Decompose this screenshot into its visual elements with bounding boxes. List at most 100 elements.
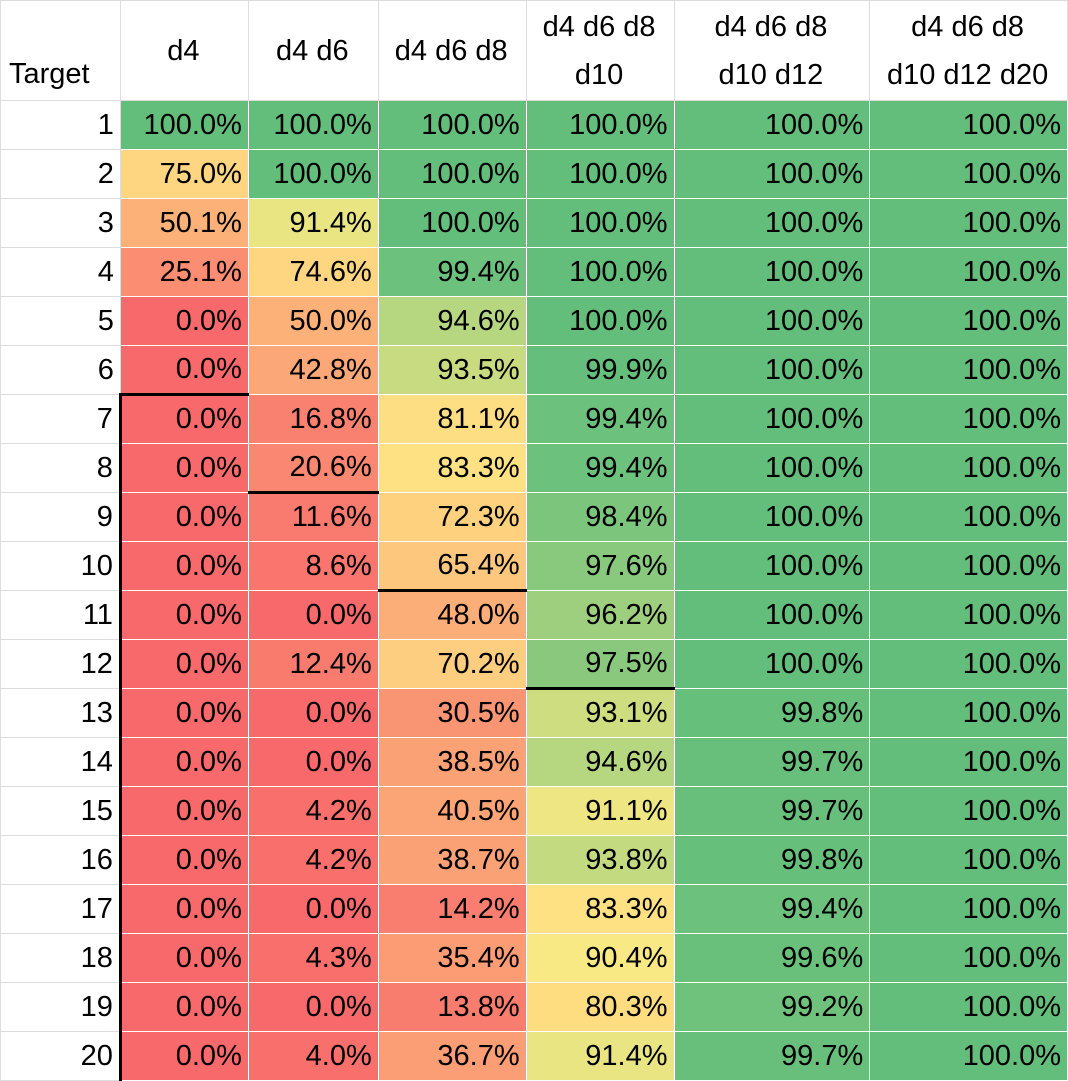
heatmap-cell: 100.0% [869,639,1068,689]
heatmap-cell: 99.7% [674,786,870,836]
heatmap-cell: 100.0% [120,100,249,150]
heatmap-cell: 100.0% [869,884,1068,934]
corner-header-target: Target [0,0,121,101]
row-label-target: 11 [0,590,121,640]
heatmap-cell: 80.3% [526,982,675,1032]
row-label-target: 13 [0,688,121,738]
heatmap-cell: 0.0% [118,393,249,444]
heatmap-cell: 93.5% [378,345,527,395]
heatmap-cell: 48.0% [378,589,527,640]
row-label-target: 6 [0,345,121,395]
heatmap-row: 13 0.0% 0.0% 30.5% 93.1% 99.8% 100.0% [0,687,1068,738]
heatmap-cell: 99.7% [674,1031,870,1081]
heatmap-row: 6 0.0% 42.8% 93.5% 99.9% 100.0% 100.0% [0,345,1068,395]
column-header-3: d4 d6 d8 d10 [525,0,675,101]
heatmap-row: 11 0.0% 0.0% 48.0% 96.2% 100.0% 100.0% [0,589,1068,640]
heatmap-cell: 100.0% [526,149,675,199]
heatmap-cell: 100.0% [674,345,870,395]
heatmap-row: 16 0.0% 4.2% 38.7% 93.8% 99.8% 100.0% [0,835,1068,885]
row-label-target: 19 [0,982,121,1032]
heatmap-cell: 4.0% [248,1031,379,1081]
heatmap-cell: 0.0% [118,884,249,934]
heatmap-cell: 100.0% [526,100,675,150]
column-header-4: d4 d6 d8 d10 d12 [673,0,871,101]
row-label-target: 1 [0,100,121,150]
heatmap-row: 12 0.0% 12.4% 70.2% 97.5% 100.0% 100.0% [0,639,1068,689]
heatmap-cell: 30.5% [378,688,527,738]
heatmap-cell: 97.6% [526,541,675,591]
heatmap-cell: 36.7% [378,1031,527,1081]
heatmap-cell: 100.0% [526,296,675,346]
heatmap-cell: 0.0% [118,639,249,689]
heatmap-cell: 100.0% [674,590,870,640]
heatmap-cell: 91.1% [526,786,675,836]
column-header-line: d10 d12 [718,58,824,91]
row-label-target: 9 [0,492,121,542]
heatmap-cell: 97.5% [526,639,675,689]
heatmap-row: 18 0.0% 4.3% 35.4% 90.4% 99.6% 100.0% [0,933,1068,983]
heatmap-row: 5 0.0% 50.0% 94.6% 100.0% 100.0% 100.0% [0,296,1068,346]
heatmap-cell: 99.4% [674,884,870,934]
heatmap-cell: 91.4% [248,198,379,248]
heatmap-cell: 72.3% [378,492,527,542]
column-header-line: d10 [574,58,624,91]
row-label-target: 7 [0,394,121,444]
heatmap-cell: 12.4% [248,639,379,689]
heatmap-cell: 100.0% [869,394,1068,444]
heatmap-cell: 4.2% [248,835,379,885]
heatmap-cell: 100.0% [674,296,870,346]
row-label-target: 5 [0,296,121,346]
row-label-target: 10 [0,541,121,591]
heatmap-cell: 100.0% [869,982,1068,1032]
heatmap-cell: 100.0% [869,492,1068,542]
heatmap-body: 1 100.0% 100.0% 100.0% 100.0% 100.0% 100.0% 2 75… [0,100,1068,1081]
row-label-target: 16 [0,835,121,885]
heatmap-row: 3 50.1% 91.4% 100.0% 100.0% 100.0% 100.0% [0,198,1068,248]
heatmap-cell: 70.2% [378,639,527,689]
column-header-line: d4 d6 d8 [911,10,1025,43]
heatmap-cell: 0.0% [248,737,379,787]
heatmap-cell: 11.6% [248,491,379,542]
column-header-5: d4 d6 d8 d10 d12 d20 [869,0,1068,101]
heatmap-cell: 75.0% [120,149,249,199]
heatmap-cell: 0.0% [118,492,249,542]
heatmap-cell: 100.0% [378,149,527,199]
heatmap-cell: 99.9% [526,345,675,395]
heatmap-cell: 94.6% [526,737,675,787]
heatmap-cell: 0.0% [248,590,379,640]
heatmap-cell: 38.5% [378,737,527,787]
heatmap-cell: 4.2% [248,786,379,836]
heatmap-cell: 100.0% [869,345,1068,395]
heatmap-cell: 0.0% [118,933,249,983]
column-header-line: d4 d6 d8 [714,10,828,43]
heatmap-cell: 81.1% [378,394,527,444]
heatmap-cell: 100.0% [869,296,1068,346]
heatmap-cell: 100.0% [674,247,870,297]
heatmap-cell: 4.3% [248,933,379,983]
heatmap-cell: 65.4% [378,541,527,591]
heatmap-cell: 99.8% [674,835,870,885]
heatmap-cell: 100.0% [869,737,1068,787]
heatmap-cell: 100.0% [869,1031,1068,1081]
heatmap-cell: 100.0% [869,786,1068,836]
heatmap-row: 9 0.0% 11.6% 72.3% 98.4% 100.0% 100.0% [0,491,1068,542]
heatmap-cell: 0.0% [118,982,249,1032]
heatmap-cell: 100.0% [869,933,1068,983]
heatmap-cell: 100.0% [869,835,1068,885]
heatmap-row: 17 0.0% 0.0% 14.2% 83.3% 99.4% 100.0% [0,884,1068,934]
heatmap-cell: 100.0% [674,149,870,199]
heatmap-cell: 0.0% [248,688,379,738]
heatmap-cell: 42.8% [248,345,379,395]
heatmap-cell: 94.6% [378,296,527,346]
heatmap-cell: 100.0% [674,541,870,591]
row-label-target: 14 [0,737,121,787]
heatmap-cell: 90.4% [526,933,675,983]
heatmap-cell: 100.0% [869,590,1068,640]
heatmap-cell: 0.0% [118,590,249,640]
heatmap-cell: 0.0% [120,345,249,395]
heatmap-row: 8 0.0% 20.6% 83.3% 99.4% 100.0% 100.0% [0,443,1068,493]
column-header-0: d4 [119,0,249,101]
heatmap-row: 7 0.0% 16.8% 81.1% 99.4% 100.0% 100.0% [0,393,1068,444]
heatmap-cell: 100.0% [248,100,379,150]
